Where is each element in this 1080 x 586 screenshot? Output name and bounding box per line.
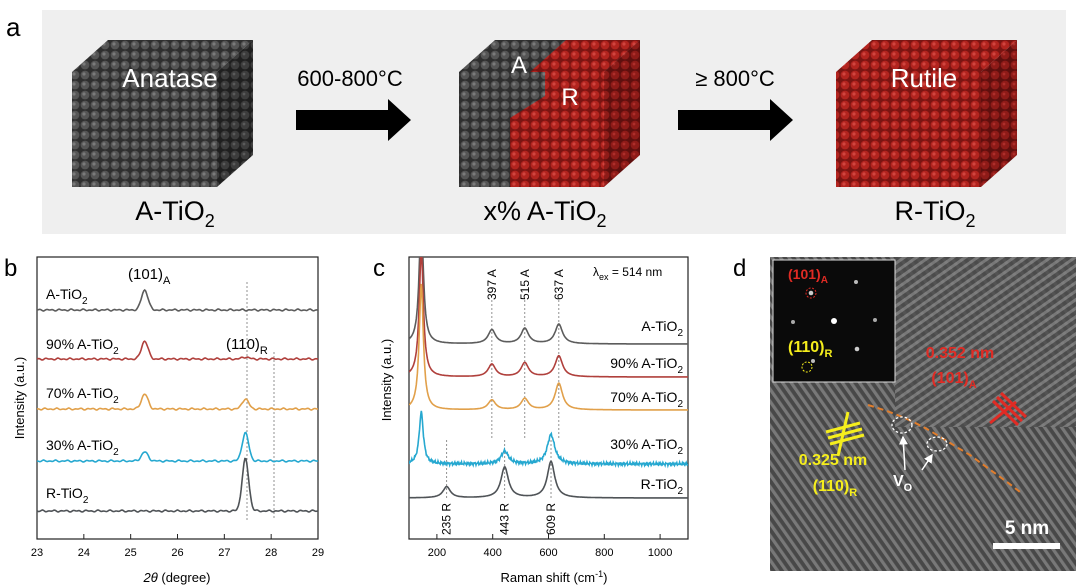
mixed-cube bbox=[459, 40, 640, 187]
panel-c-tick-label: 600 bbox=[539, 547, 557, 559]
rutile-cube bbox=[836, 40, 1017, 187]
panel-c-tick-label: 400 bbox=[484, 547, 502, 559]
panel-c-sample-label: R-TiO2 bbox=[641, 476, 684, 497]
panel-b-peak-110: (110)R bbox=[226, 336, 268, 357]
panel-c-sample-label: 30% A-TiO2 bbox=[610, 436, 683, 457]
d-spacing-A-value: 0.352 nm bbox=[926, 345, 994, 362]
panel-c-peak-label: 609 R bbox=[544, 503, 558, 535]
panel-b-sample-label: 30% A-TiO2 bbox=[46, 437, 119, 458]
panel-c-sample-label: 70% A-TiO2 bbox=[610, 389, 683, 410]
panel-c-peak-label: 515 A bbox=[518, 269, 532, 300]
panel-c-ylabel: Intensity (a.u.) bbox=[379, 339, 394, 421]
panel-c-xlabel: Raman shift (cm-1) bbox=[501, 569, 608, 585]
panel-b-tick-label: 26 bbox=[171, 547, 183, 559]
panel-b-sample-label: 90% A-TiO2 bbox=[46, 336, 119, 357]
anatase-label: Anatase bbox=[122, 63, 217, 93]
panel-b-sample-label: 70% A-TiO2 bbox=[46, 385, 119, 406]
caption-x-a-tio2: x% A-TiO2 bbox=[483, 196, 606, 231]
panel-c-peak-label: 443 R bbox=[498, 503, 512, 535]
fft-spot-101 bbox=[805, 287, 817, 299]
scalebar-label: 5 nm bbox=[1005, 518, 1049, 539]
panel-b-series-3 bbox=[36, 431, 319, 463]
panel-c-series-0 bbox=[409, 257, 688, 345]
d-spacing-R-value: 0.325 nm bbox=[799, 452, 867, 469]
d-spacing-A-plane: (101)A bbox=[931, 370, 976, 391]
caption-r-tio2: R-TiO2 bbox=[895, 196, 976, 231]
panel-b-tick-label: 27 bbox=[218, 547, 230, 559]
panel-b-tick-label: 25 bbox=[125, 547, 137, 559]
hrtem-image bbox=[770, 257, 1076, 571]
panel-b-sample-label: A-TiO2 bbox=[46, 286, 88, 307]
panel-c-sample-label: A-TiO2 bbox=[641, 318, 683, 339]
panel-b-tick-label: 24 bbox=[78, 547, 90, 559]
panel-b-series-0 bbox=[36, 288, 319, 312]
panel-d-label: d bbox=[733, 255, 746, 282]
vacancy-circle-1 bbox=[891, 416, 913, 434]
panel-a-label: a bbox=[6, 12, 21, 42]
panel-c-sample-label: 90% A-TiO2 bbox=[610, 355, 683, 376]
arrow1-label: 600-800°C bbox=[297, 66, 403, 91]
vacancy-circle-2 bbox=[926, 436, 948, 452]
fft-label-110: (110)R bbox=[788, 339, 832, 360]
panel-b-tick-label: 23 bbox=[31, 547, 43, 559]
d-spacing-R-plane: (110)R bbox=[813, 478, 857, 499]
arrow2-label: ≥ 800°C bbox=[695, 66, 775, 91]
panel-c-series-3 bbox=[409, 410, 688, 469]
panel-c-peak-label: 397 A bbox=[485, 269, 499, 300]
vacancy-label: VO bbox=[893, 473, 913, 494]
vacancy-arrow-2 bbox=[921, 453, 933, 471]
mixed-A-label: A bbox=[511, 52, 527, 79]
panel-c-tick-label: 1000 bbox=[648, 547, 672, 559]
panel-b-series-4 bbox=[36, 457, 319, 513]
panel-c-tick-label: 200 bbox=[428, 547, 446, 559]
panel-c-excitation: λex = 514 nm bbox=[593, 265, 662, 282]
caption-a-tio2: A-TiO2 bbox=[135, 196, 215, 231]
interface-line bbox=[867, 404, 1021, 493]
panel-c-x-ticks: 200 400 600 800 1000 bbox=[428, 534, 672, 559]
panel-c-series-4 bbox=[409, 460, 688, 499]
panel-c-peak-label: 637 A bbox=[552, 269, 566, 300]
scalebar bbox=[993, 543, 1060, 549]
d-spacing-R-marker bbox=[825, 411, 865, 457]
fft-label-101: (101)A bbox=[788, 266, 828, 286]
fft-spot-110 bbox=[801, 361, 813, 373]
panel-b-label: b bbox=[4, 255, 17, 282]
panel-b-ylabel: Intensity (a.u.) bbox=[12, 357, 27, 439]
panel-b-x-ticks: 23 24 25 26 27 28 29 bbox=[31, 534, 324, 559]
panel-b-tick-label: 29 bbox=[312, 547, 324, 559]
panel-b-tick-label: 28 bbox=[265, 547, 277, 559]
rutile-label: Rutile bbox=[891, 63, 957, 93]
panel-c-label: c bbox=[373, 255, 385, 282]
arrow1-icon bbox=[296, 99, 411, 141]
d-spacing-A-marker bbox=[989, 391, 1028, 427]
panel-c-series-2 bbox=[409, 283, 688, 411]
panel-c-series-1 bbox=[409, 257, 688, 378]
panel-b-xlabel: 2θ (degree) bbox=[142, 570, 210, 585]
panel-b-sample-label: R-TiO2 bbox=[46, 485, 89, 506]
anatase-cube bbox=[72, 40, 253, 187]
fft-inset bbox=[772, 259, 896, 383]
panel-b-series-2 bbox=[36, 393, 319, 411]
panel-c-tick-label: 800 bbox=[595, 547, 613, 559]
mixed-R-label: R bbox=[561, 84, 578, 111]
panel-b-peak-101: (101)A bbox=[128, 266, 171, 287]
panel-b-series-1 bbox=[36, 340, 319, 361]
panel-c-peak-label: 235 R bbox=[440, 503, 454, 535]
arrow2-icon bbox=[678, 99, 793, 141]
vacancy-arrow-1 bbox=[898, 435, 908, 471]
